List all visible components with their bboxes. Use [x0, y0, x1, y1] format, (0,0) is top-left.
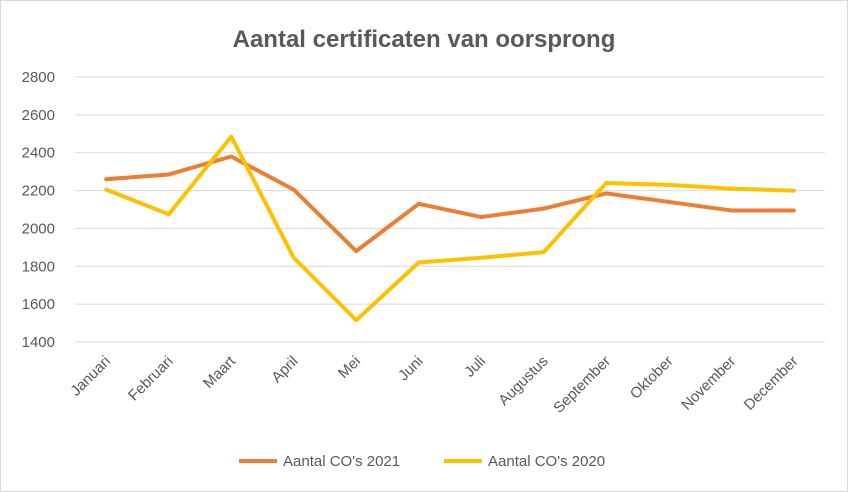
series-line-2	[104, 134, 796, 323]
x-tick-label: December	[741, 353, 802, 414]
y-tick-label: 2000	[22, 220, 55, 237]
legend-label: Aantal CO's 2021	[283, 453, 400, 470]
x-tick-label: September	[550, 353, 614, 417]
x-tick-label: Augustus	[495, 353, 551, 409]
y-tick-label: 2800	[22, 69, 55, 86]
y-tick-label: 2400	[22, 145, 55, 162]
y-tick-label: 1400	[22, 334, 55, 351]
x-axis-ticks: Januari Februari Maart April Mei Juni Juli Augu…	[67, 352, 801, 416]
x-tick-label: April	[268, 353, 301, 386]
x-tick-label: November	[678, 353, 739, 414]
x-tick-label: Juni	[395, 353, 426, 384]
x-tick-label: Mei	[335, 353, 364, 382]
y-axis-ticks: 1400 1600 1800 2000 2200 2400 2600 2800	[22, 69, 55, 351]
x-tick-label: Januari	[67, 353, 114, 400]
x-tick-label: Februari	[125, 353, 177, 405]
x-tick-label: Oktober	[627, 353, 677, 403]
chart-title: Aantal certificaten van oorsprong	[233, 26, 616, 53]
x-tick-label: Maart	[200, 352, 240, 392]
series-line-1	[104, 154, 796, 254]
gridlines	[75, 76, 825, 343]
y-tick-label: 2600	[22, 107, 55, 124]
y-tick-label: 1800	[22, 258, 55, 275]
x-tick-label: Juli	[461, 353, 489, 381]
y-tick-label: 1600	[22, 296, 55, 313]
legend-label: Aantal CO's 2020	[488, 453, 605, 470]
legend: Aantal CO's 2021 Aantal CO's 2020	[239, 453, 605, 470]
y-tick-label: 2200	[22, 183, 55, 200]
series-lines	[104, 134, 796, 323]
